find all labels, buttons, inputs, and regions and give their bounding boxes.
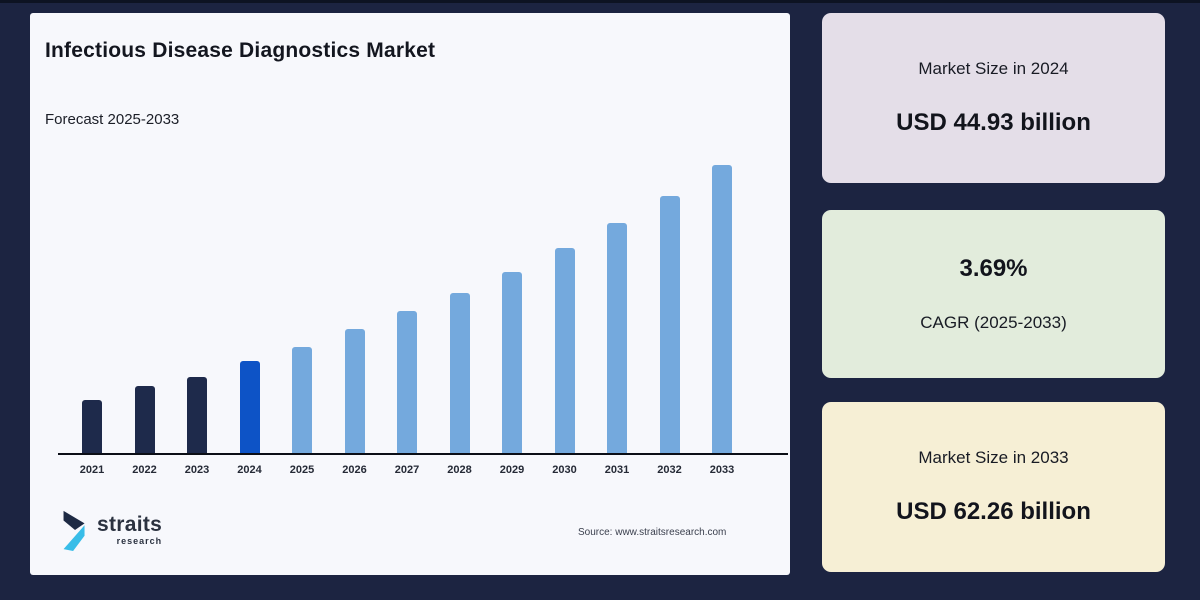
straits-research-logo: straits research	[60, 509, 162, 551]
x-axis-line	[58, 453, 788, 455]
bar-2033	[712, 165, 732, 454]
stat-card-label: CAGR (2025-2033)	[920, 313, 1067, 332]
x-tick-2030: 2030	[552, 464, 577, 476]
stat-card-market-size-2033: Market Size in 2033 USD 62.26 billion	[822, 402, 1165, 572]
bar-column-2021: 2021	[72, 164, 112, 476]
x-tick-2028: 2028	[447, 464, 472, 476]
stat-card-market-size-2024: Market Size in 2024 USD 44.93 billion	[822, 13, 1165, 183]
source-text: Source: www.straitsresearch.com	[578, 527, 727, 538]
bar-column-2028: 2028	[440, 164, 480, 476]
bar-2027	[397, 311, 417, 454]
bar-2028	[449, 293, 470, 454]
stat-card-value: USD 62.26 billion	[896, 498, 1091, 525]
x-tick-2022: 2022	[132, 464, 157, 476]
x-tick-2021: 2021	[79, 464, 105, 476]
chart-card: Infectious Disease Diagnostics Market Fo…	[30, 13, 790, 575]
bar-2025	[292, 347, 312, 454]
stat-card-label: Market Size in 2033	[918, 448, 1069, 467]
bar-column-2032: 2032	[650, 164, 690, 476]
bar-2024	[239, 361, 260, 454]
x-tick-2023: 2023	[184, 464, 210, 476]
stat-card-cagr: 3.69% CAGR (2025-2033)	[822, 210, 1165, 378]
bar-column-2022: 2022	[125, 164, 165, 476]
x-tick-2027: 2027	[394, 464, 420, 476]
bar-column-2025: 2025	[282, 164, 322, 476]
x-tick-2031: 2031	[604, 464, 630, 476]
logo-text-straits: straits	[97, 513, 163, 536]
logo-text-block: straits research	[97, 514, 162, 546]
top-edge-strip	[0, 0, 1200, 3]
stat-card-label: Market Size in 2024	[918, 59, 1069, 78]
bar-column-2033: 2033	[702, 164, 742, 476]
bar-column-2024: 2024	[230, 164, 270, 476]
bar-2021	[82, 400, 102, 454]
bar-2023	[187, 377, 207, 454]
straits-logo-icon	[63, 510, 85, 551]
x-tick-2026: 2026	[342, 464, 367, 476]
chart-title: Infectious Disease Diagnostics Market	[45, 39, 436, 62]
x-tick-2025: 2025	[289, 464, 315, 476]
x-tick-2033: 2033	[709, 464, 735, 476]
bar-column-2031: 2031	[597, 164, 637, 476]
bar-2029	[502, 272, 522, 454]
bar-column-2027: 2027	[387, 164, 427, 476]
chart-subtitle: Forecast 2025-2033	[45, 111, 180, 128]
logo-text-research: research	[116, 536, 163, 546]
bar-chart: 2021 2022 2023 2024 2025 2026 2027 2028 2029 2030…	[72, 164, 742, 476]
x-tick-2032: 2032	[657, 464, 682, 476]
bar-2030	[554, 248, 575, 454]
stat-card-value: USD 44.93 billion	[896, 109, 1091, 136]
bar-column-2030: 2030	[545, 164, 585, 476]
x-tick-2029: 2029	[499, 464, 525, 476]
stat-card-value: 3.69%	[959, 255, 1028, 282]
bar-2022	[134, 386, 155, 454]
bar-2031	[607, 223, 627, 454]
bar-column-2029: 2029	[492, 164, 532, 476]
bar-2026	[344, 329, 365, 454]
bar-column-2023: 2023	[177, 164, 217, 476]
bar-2032	[659, 196, 680, 454]
x-tick-2024: 2024	[237, 464, 262, 476]
bar-column-2026: 2026	[335, 164, 375, 476]
